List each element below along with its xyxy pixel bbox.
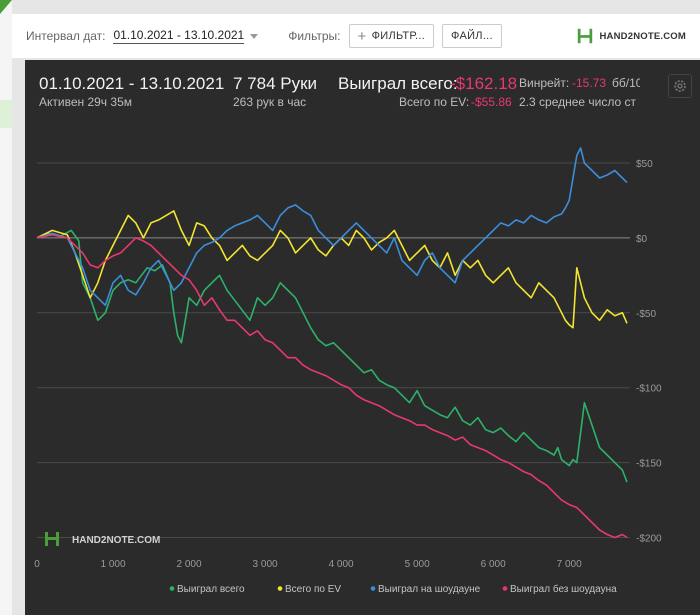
date-interval-label: Интервал дат: — [26, 29, 106, 43]
legend-item: Выиграл на шоудауне — [378, 584, 481, 595]
gear-icon — [674, 80, 686, 92]
sidebar-corner-marker — [0, 0, 12, 14]
left-sidebar-edge — [0, 0, 12, 615]
stats-header: 01.10.2021 - 13.10.2021 Активен 29ч 35м … — [25, 60, 700, 115]
stats-won-value: -$162.18 — [450, 74, 518, 93]
hand2note-logo-icon — [578, 28, 593, 44]
x-tick-label: 5 000 — [405, 559, 430, 570]
legend-marker — [169, 586, 175, 591]
y-tick-label: -$50 — [636, 309, 656, 320]
filter-toolbar: Интервал дат: 01.10.2021 - 13.10.2021 Фи… — [12, 14, 700, 58]
x-tick-label: 0 — [34, 559, 40, 570]
x-tick-label: 4 000 — [329, 559, 354, 570]
series-line-1 — [36, 229, 628, 483]
hand2note-logo[interactable]: HAND2NOTE.COM — [576, 27, 686, 45]
y-tick-label: -$100 — [636, 384, 662, 395]
chevron-down-icon[interactable] — [250, 33, 259, 39]
stats-avg-players: 2.3 среднее число ст — [519, 95, 637, 109]
legend-marker — [370, 586, 376, 591]
watermark-text: HAND2NOTE.COM — [72, 535, 160, 546]
legend-item: Выиграл всего — [177, 584, 245, 595]
date-interval-select[interactable]: 01.10.2021 - 13.10.2021 — [113, 28, 245, 44]
stats-hands: 7 784 Руки — [233, 74, 318, 93]
x-tick-label: 3 000 — [253, 559, 278, 570]
legend-item: Выиграл без шоудауна — [510, 583, 617, 595]
logo-text: HAND2NOTE.COM — [599, 30, 686, 42]
stats-winrate-label: Винрейт: — [519, 76, 570, 90]
stats-won-label: Выиграл всего: — [338, 74, 458, 93]
x-tick-label: 7 000 — [557, 559, 582, 570]
y-tick-label: -$200 — [636, 534, 662, 545]
filters-label: Фильтры: — [288, 29, 341, 43]
legend-marker — [277, 586, 283, 591]
x-tick-label: 2 000 — [177, 559, 202, 570]
file-button[interactable]: ФАЙЛ... — [442, 24, 502, 48]
filter-button-label: ФИЛЬТР... — [371, 30, 426, 42]
plus-icon: + — [357, 27, 367, 45]
stats-ev-label: Всего по EV: — [399, 95, 470, 109]
series-line-4 — [36, 234, 628, 539]
legend-marker — [502, 586, 508, 591]
settings-button[interactable] — [668, 74, 692, 98]
sidebar-active-item[interactable] — [0, 100, 12, 128]
stats-ev-value: -$55.86 — [471, 95, 512, 109]
stats-active-time: Активен 29ч 35м — [39, 95, 132, 109]
legend-item: Всего по EV — [285, 584, 341, 595]
y-tick-label: -$150 — [636, 459, 662, 470]
stats-period: 01.10.2021 - 13.10.2021 — [39, 74, 225, 93]
series-line-2 — [36, 210, 628, 329]
x-tick-label: 1 000 — [101, 559, 126, 570]
watermark-logo-icon — [45, 532, 59, 546]
stats-winrate-unit: бб/10 — [612, 76, 640, 90]
filter-button[interactable]: + ФИЛЬТР... — [348, 24, 435, 48]
y-tick-label: $0 — [636, 234, 648, 245]
graph-panel: 01.10.2021 - 13.10.2021 Активен 29ч 35м … — [25, 60, 700, 615]
series-line-3 — [36, 147, 628, 307]
stats-winrate-value: -15.73 — [572, 76, 607, 90]
y-tick-label: $50 — [636, 159, 653, 170]
profit-graph[interactable]: $50 $0 -$50 -$100 -$150 -$200 0 1 000 2 000 3 000… — [25, 60, 700, 615]
x-tick-label: 6 000 — [481, 559, 506, 570]
stats-hands-per-hour: 263 рук в час — [233, 95, 307, 109]
file-button-label: ФАЙЛ... — [451, 30, 493, 42]
